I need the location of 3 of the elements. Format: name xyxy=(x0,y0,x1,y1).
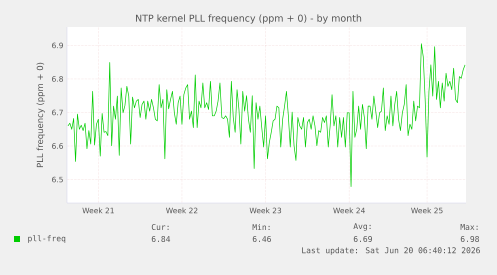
line-series xyxy=(68,43,466,187)
chart-title: NTP kernel PLL frequency (ppm + 0) - by month xyxy=(136,14,362,24)
y-axis-title: PLL frequency (ppm + 0) xyxy=(36,62,45,168)
